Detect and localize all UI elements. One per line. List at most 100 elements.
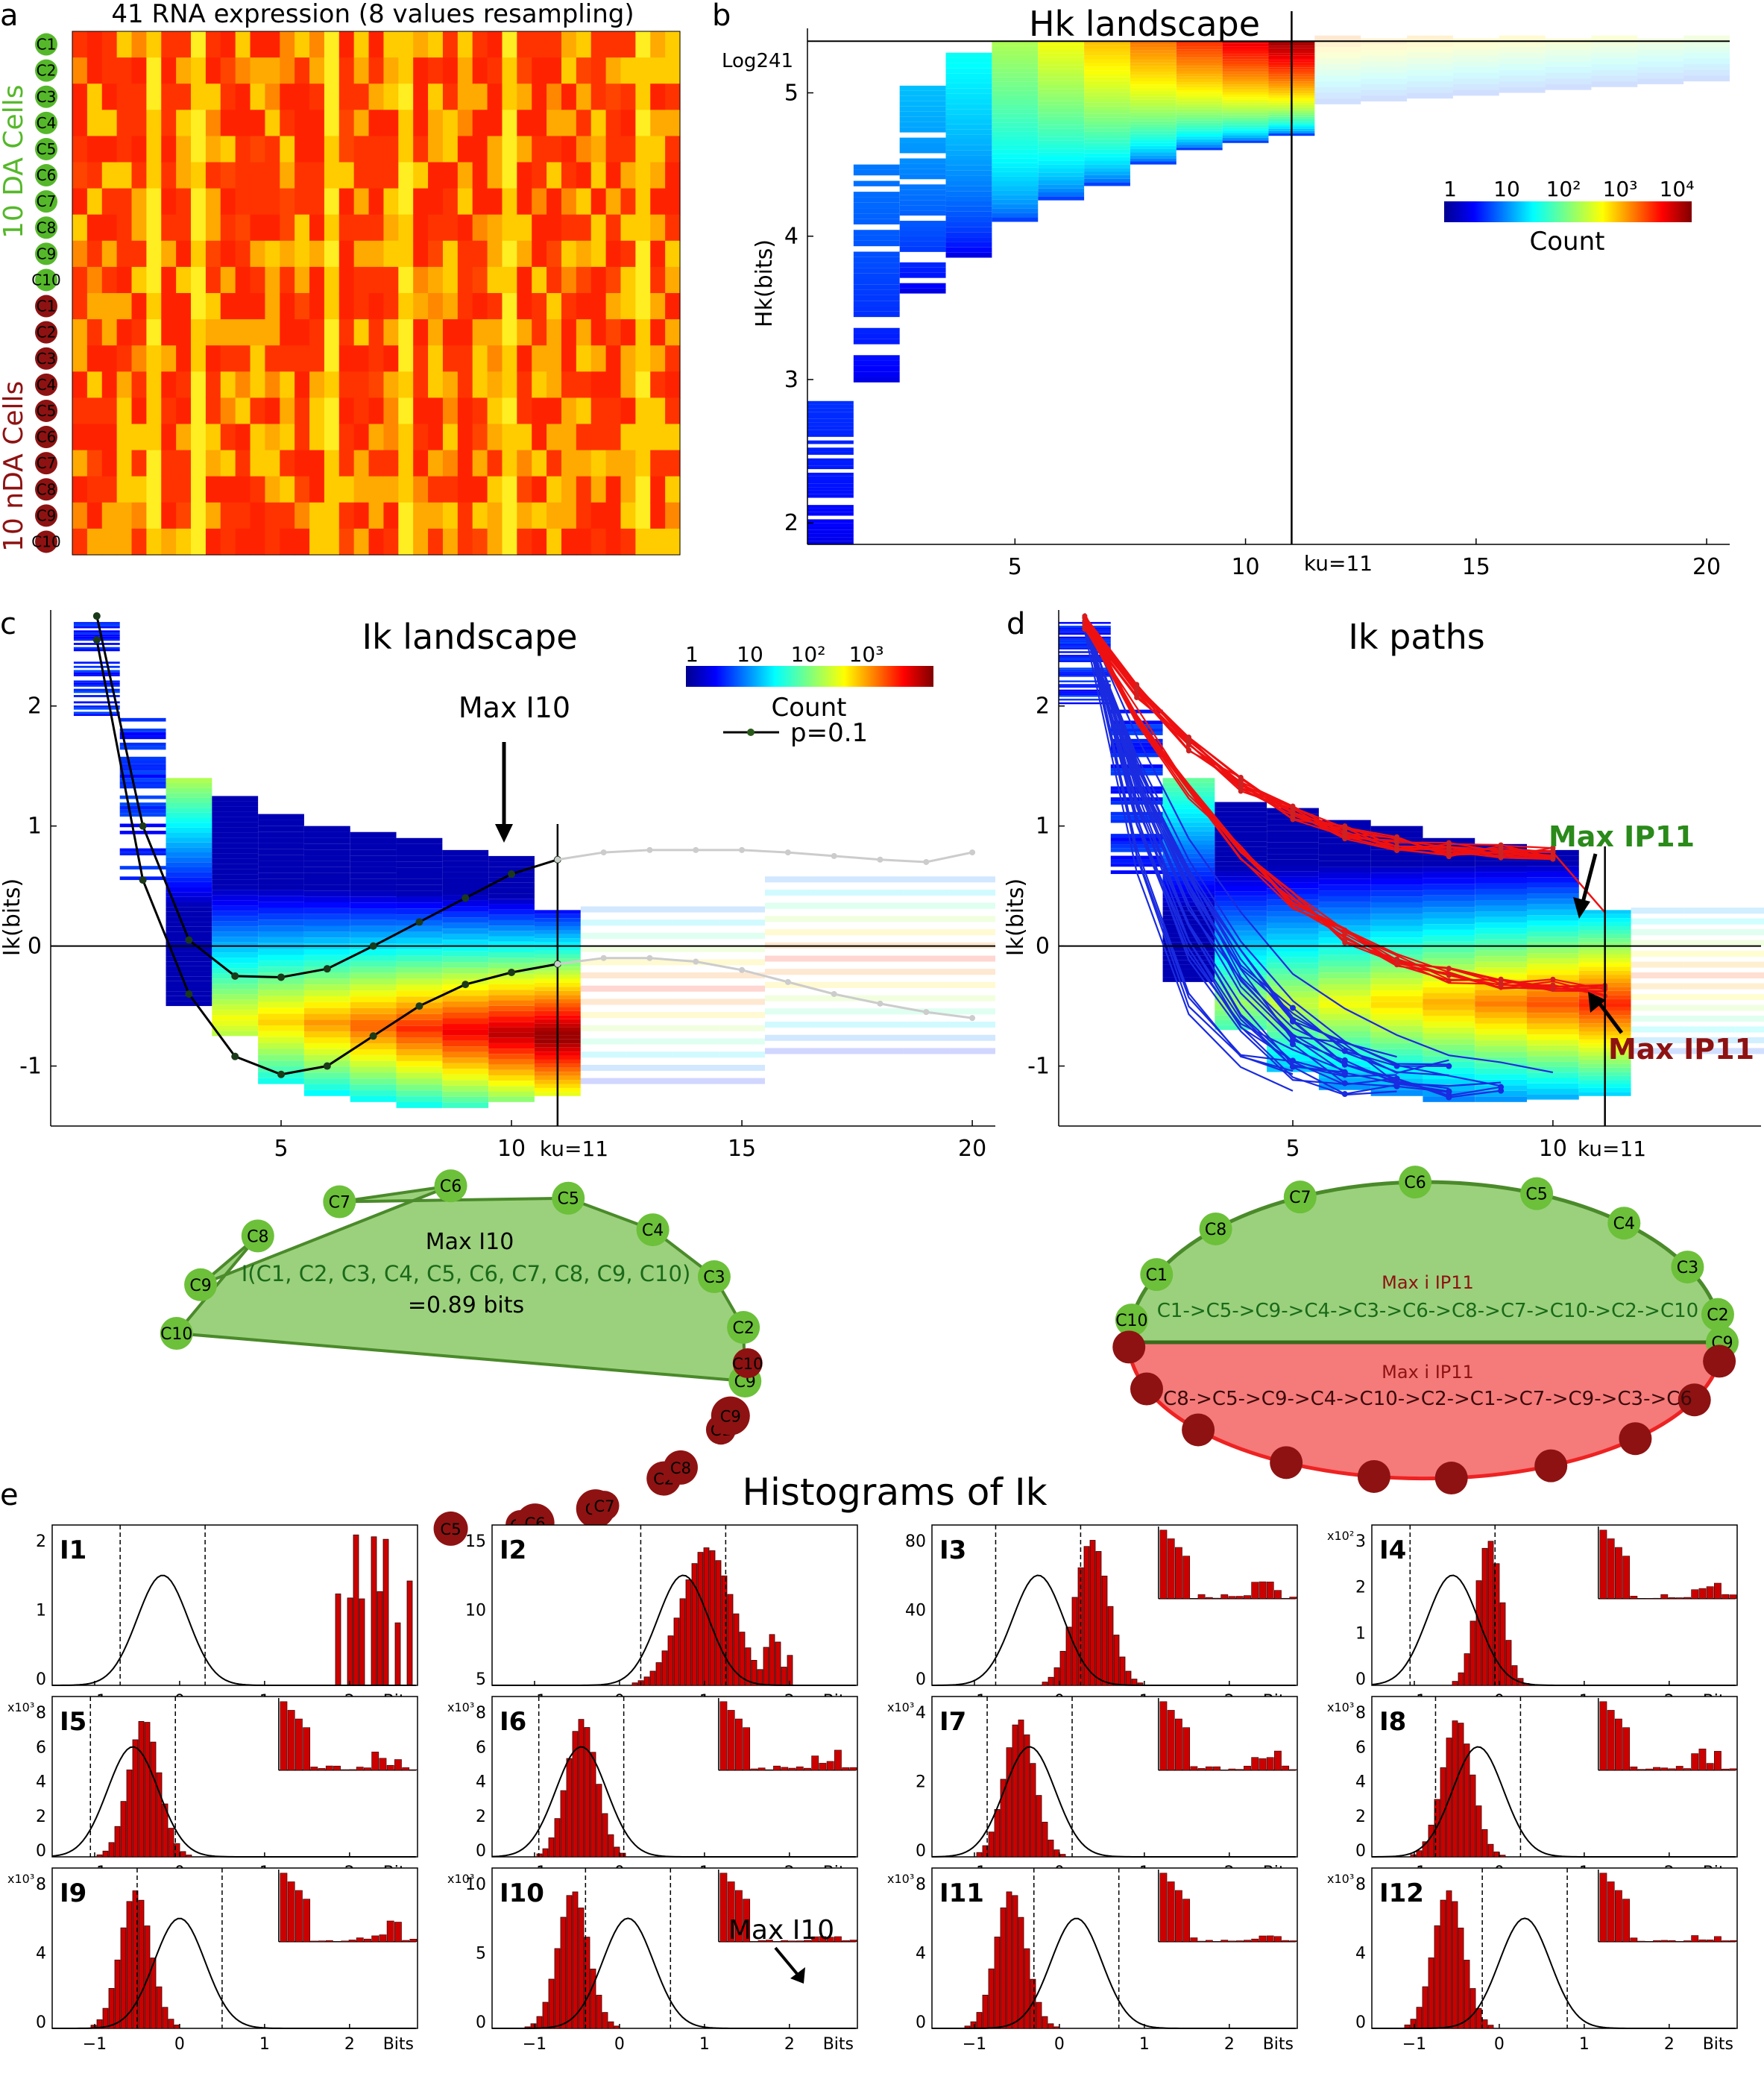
ik-bin-faded [1683, 929, 1736, 936]
histogram-bar [120, 1801, 127, 1858]
y-tick-label: 2 [36, 1532, 46, 1551]
ik-bin [212, 958, 259, 963]
hk-bin [853, 197, 900, 203]
hk-bin-faded [1452, 66, 1499, 73]
ik-bin [1370, 919, 1423, 926]
hk-bin-faded [1361, 49, 1408, 56]
x-tick-label: 2 [344, 2035, 355, 2054]
hk-bin [1176, 122, 1223, 126]
hk-bin [807, 523, 854, 526]
ik-bin [73, 682, 120, 685]
ik-bin [350, 855, 397, 862]
hk-bin [899, 283, 946, 289]
histogram-bar [1012, 1895, 1018, 2029]
heatmap-cell [487, 266, 503, 294]
ik-bin [442, 1091, 489, 1097]
ik-bin [350, 1048, 397, 1055]
ik-bin [1370, 908, 1423, 914]
panel-b-cbar-label: Count [1530, 227, 1605, 257]
hk-bin [1038, 81, 1085, 85]
heatmap-cell [338, 84, 355, 110]
heatmap-cell [72, 266, 88, 294]
ik-bin [212, 968, 259, 974]
ik-bin [212, 926, 259, 932]
y-tick-label: 0 [1355, 2013, 1366, 2032]
ik-bin-faded [857, 902, 904, 909]
green-node [434, 1169, 467, 1203]
hk-bin-faded [1361, 55, 1408, 62]
hk-bin-faded [1314, 81, 1361, 87]
inset-bar [1244, 1595, 1251, 1600]
hk-bin [807, 408, 854, 412]
arrow-red [1598, 1002, 1623, 1034]
ik-bin [396, 908, 443, 915]
blue-path [1083, 623, 1502, 1087]
ik-bin [1527, 1083, 1579, 1089]
ik-bin-faded [1683, 983, 1736, 990]
hk-bin [1130, 60, 1176, 63]
ik-bin [396, 843, 443, 850]
hk-bin [1084, 160, 1130, 165]
inset-bar [849, 1767, 857, 1771]
ik-bin [1162, 822, 1215, 827]
heatmap-cell [176, 371, 192, 398]
ik-bin-faded [672, 999, 719, 1005]
hk-bin [853, 279, 900, 285]
heatmap-cell [205, 84, 221, 110]
heatmap-cell [131, 293, 147, 320]
ik-bin [73, 714, 120, 717]
heatmap-cell [620, 57, 636, 84]
histogram-bar [1470, 1620, 1476, 1686]
ik-bin-faded [857, 929, 904, 936]
heatmap-cell [235, 266, 251, 294]
ik-bin-faded [719, 946, 765, 952]
hk-bin [853, 333, 900, 339]
inset-bar [1683, 1597, 1691, 1600]
red-path [1084, 623, 1553, 856]
heatmap-cell [605, 502, 622, 529]
histogram-frame [931, 1696, 1298, 1858]
histogram-bar [614, 1846, 620, 1858]
histogram-bar [769, 1634, 775, 1686]
histogram-bar [560, 1917, 567, 2029]
ik-bin [396, 867, 443, 873]
inset-bar [303, 1727, 311, 1771]
ik-bin [1267, 882, 1319, 889]
cell-marker-label: C7 [37, 454, 57, 472]
green-node [1115, 1304, 1148, 1337]
heatmap-cell [191, 371, 207, 398]
heatmap-cell [546, 476, 562, 503]
hk-bin [1176, 142, 1223, 145]
ik-bin [1110, 732, 1163, 735]
heatmap-cell [309, 293, 325, 320]
hk-bin [1222, 120, 1269, 123]
hk-bin [1130, 145, 1176, 149]
red-path-point [1134, 686, 1140, 692]
hk-bin [1176, 92, 1223, 96]
heatmap-cell [250, 162, 266, 189]
heatmap-cell [220, 371, 236, 398]
heatmap-cell [442, 240, 459, 268]
hk-bin [1038, 184, 1085, 189]
hk-bin [853, 306, 900, 312]
ik-bin [73, 701, 120, 704]
ik-bin [1059, 636, 1111, 639]
ik-bin [396, 1084, 443, 1091]
heatmap-cell [665, 136, 681, 163]
heatmap-cell [205, 371, 221, 398]
hk-bin [1038, 113, 1085, 117]
heatmap-cell [398, 31, 414, 58]
green-node-label: C5 [558, 1190, 579, 1209]
hk-bin [945, 93, 992, 99]
heatmap-cell [353, 345, 370, 372]
hk-bin [1130, 158, 1176, 162]
heatmap-cell [383, 319, 399, 346]
ik-bin [1215, 901, 1267, 907]
inset-bar [1251, 1757, 1259, 1771]
heatmap-cell [487, 162, 503, 189]
ik-bin [119, 764, 166, 767]
ik-bin [1318, 972, 1371, 979]
ik-bin [303, 878, 350, 885]
ik-bin-faded [580, 1025, 627, 1031]
heatmap-cell [220, 528, 236, 556]
